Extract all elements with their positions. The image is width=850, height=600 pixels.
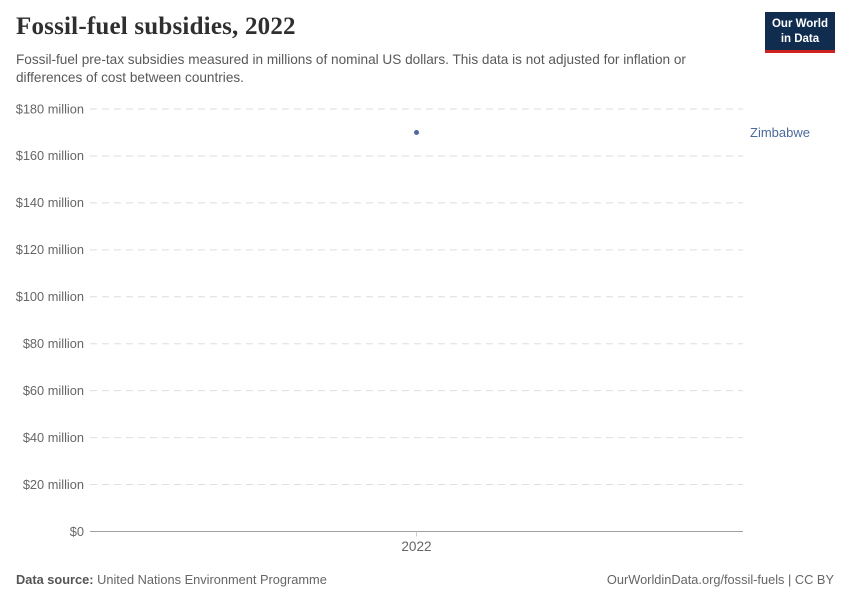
y-tick-label: $120 million bbox=[16, 242, 84, 257]
y-tick-label: $140 million bbox=[16, 195, 84, 210]
y-tick-label: $0 bbox=[70, 524, 84, 539]
x-tick-label: 2022 bbox=[401, 539, 431, 554]
owid-logo-line1: Our World bbox=[771, 18, 828, 30]
y-tick-label: $160 million bbox=[16, 148, 84, 163]
y-tick-label: $180 million bbox=[16, 101, 84, 116]
y-tick-label: $60 million bbox=[23, 383, 84, 398]
entity-label-zimbabwe[interactable]: Zimbabwe bbox=[750, 125, 810, 140]
owid-logo-line2: in Data bbox=[780, 32, 820, 45]
chart-subtitle: Fossil-fuel pre-tax subsidies measured i… bbox=[16, 52, 686, 86]
data-source: Data source: United Nations Environment … bbox=[16, 572, 327, 587]
credit-link[interactable]: OurWorldinData.org/fossil-fuels | CC BY bbox=[606, 572, 834, 587]
y-tick-label: $80 million bbox=[23, 336, 84, 351]
data-point-zimbabwe[interactable] bbox=[414, 129, 419, 135]
owid-logo[interactable]: Our World in Data bbox=[764, 12, 835, 53]
data-source-label: Data source: bbox=[16, 572, 94, 587]
y-tick-label: $40 million bbox=[23, 430, 84, 445]
y-tick-label: $100 million bbox=[16, 289, 84, 304]
scatter-chart: $180 million $160 million $140 million $120… bbox=[16, 101, 810, 554]
data-source-value: United Nations Environment Programme bbox=[97, 572, 327, 587]
y-tick-label: $20 million bbox=[23, 477, 84, 492]
page-title: Fossil-fuel subsidies, 2022 bbox=[16, 13, 296, 40]
